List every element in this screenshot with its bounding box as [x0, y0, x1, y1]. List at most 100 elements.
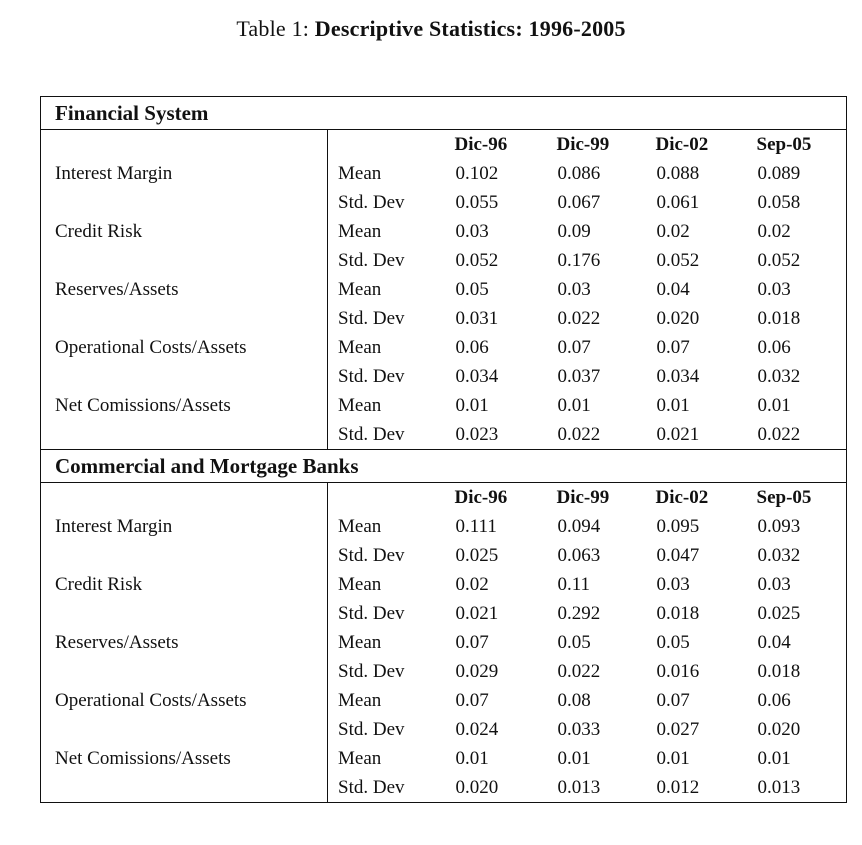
value-cell: 0.01 [455, 395, 489, 416]
table-row: Std. Dev 0.029 0.022 0.016 0.018 [41, 657, 847, 686]
value-cell: 0.021 [656, 424, 700, 445]
table-row: Credit Risk Mean 0.03 0.09 0.02 0.02 [40, 217, 847, 275]
value-cell: 0.052 [757, 250, 801, 271]
column-header-row: Dic-96 Dic-99 Dic-02 Sep-05 [40, 129, 847, 160]
table-row: Interest Margin Mean 0.111 0.094 0.095 0… [40, 512, 847, 570]
variable-label: Operational Costs/Assets [40, 333, 328, 391]
value-cell: 0.013 [757, 777, 801, 798]
variable-label: Operational Costs/Assets [40, 686, 328, 744]
table-row: Std. Dev 0.031 0.022 0.020 0.018 [41, 304, 847, 333]
table-row: Operational Costs/Assets Mean 0.07 0.08 … [40, 686, 847, 744]
value-cell: 0.018 [757, 661, 801, 682]
value-cell: 0.03 [557, 279, 591, 300]
empty-cell [40, 482, 328, 512]
value-cell: 0.027 [656, 719, 700, 740]
value-cell: 0.03 [656, 574, 690, 595]
variable-label: Reserves/Assets [40, 628, 328, 686]
value-cell: 0.03 [757, 279, 791, 300]
table-row: Std. Dev 0.020 0.013 0.012 0.013 [41, 773, 847, 803]
value-cell: 0.022 [557, 424, 601, 445]
value-cell: 0.11 [557, 574, 591, 595]
value-cell: 0.034 [656, 366, 700, 387]
value-cell: 0.023 [455, 424, 499, 445]
variable-label: Interest Margin [40, 512, 328, 570]
empty-cell [40, 129, 328, 159]
value-cell: 0.020 [656, 308, 700, 329]
value-cell: 0.029 [455, 661, 499, 682]
section-title-row: Commercial and Mortgage Banks [40, 449, 847, 483]
section-title: Financial System [40, 96, 847, 130]
column-header: Dic-96 [454, 134, 508, 155]
stat-label: Mean [338, 395, 382, 416]
stat-label: Std. Dev [338, 366, 405, 387]
value-cell: 0.07 [455, 690, 489, 711]
stat-label: Mean [338, 163, 382, 184]
value-cell: 0.025 [757, 603, 801, 624]
value-cell: 0.06 [455, 337, 489, 358]
column-header: Dic-02 [655, 134, 709, 155]
section-title: Commercial and Mortgage Banks [40, 449, 847, 483]
value-cell: 0.102 [455, 163, 499, 184]
empty-cell [328, 130, 453, 160]
value-cell: 0.01 [557, 748, 591, 769]
value-cell: 0.01 [757, 748, 791, 769]
value-cell: 0.06 [757, 337, 791, 358]
stat-label: Std. Dev [338, 545, 405, 566]
stat-label: Std. Dev [338, 424, 405, 445]
value-cell: 0.022 [757, 424, 801, 445]
value-cell: 0.034 [455, 366, 499, 387]
value-cell: 0.033 [557, 719, 601, 740]
stat-label: Std. Dev [338, 308, 405, 329]
stat-label: Mean [338, 690, 382, 711]
value-cell: 0.052 [656, 250, 700, 271]
value-cell: 0.012 [656, 777, 700, 798]
stat-label: Mean [338, 221, 382, 242]
stat-label: Std. Dev [338, 777, 405, 798]
value-cell: 0.020 [757, 719, 801, 740]
stat-label: Std. Dev [338, 603, 405, 624]
value-cell: 0.01 [757, 395, 791, 416]
variable-label: Credit Risk [40, 570, 328, 628]
value-cell: 0.067 [557, 192, 601, 213]
value-cell: 0.032 [757, 545, 801, 566]
value-cell: 0.04 [656, 279, 690, 300]
table-row: Net Comissions/Assets Mean 0.01 0.01 0.0… [40, 744, 847, 803]
table-row: Std. Dev 0.052 0.176 0.052 0.052 [41, 246, 847, 275]
value-cell: 0.021 [455, 603, 499, 624]
value-cell: 0.088 [656, 163, 700, 184]
table-row: Reserves/Assets Mean 0.05 0.03 0.04 0.03 [40, 275, 847, 333]
value-cell: 0.05 [455, 279, 489, 300]
variable-label: Net Comissions/Assets [40, 391, 328, 450]
value-cell: 0.022 [557, 308, 601, 329]
column-header: Dic-96 [454, 487, 508, 508]
value-cell: 0.05 [656, 632, 690, 653]
table-row: Credit Risk Mean 0.02 0.11 0.03 0.03 [40, 570, 847, 628]
stat-label: Mean [338, 574, 382, 595]
value-cell: 0.01 [455, 748, 489, 769]
value-cell: 0.094 [557, 516, 601, 537]
value-cell: 0.022 [557, 661, 601, 682]
column-header: Dic-99 [556, 487, 610, 508]
value-cell: 0.07 [455, 632, 489, 653]
variable-label: Net Comissions/Assets [40, 744, 328, 803]
table-row: Std. Dev 0.021 0.292 0.018 0.025 [41, 599, 847, 628]
column-header: Sep-05 [756, 134, 812, 155]
stat-label: Std. Dev [338, 719, 405, 740]
table-row: Interest Margin Mean 0.102 0.086 0.088 0… [40, 159, 847, 217]
variable-label: Reserves/Assets [40, 275, 328, 333]
stat-label: Mean [338, 337, 382, 358]
value-cell: 0.013 [557, 777, 601, 798]
variable-label: Credit Risk [40, 217, 328, 275]
table-row: Std. Dev 0.055 0.067 0.061 0.058 [41, 188, 847, 217]
value-cell: 0.093 [757, 516, 801, 537]
column-header-row: Dic-96 Dic-99 Dic-02 Sep-05 [40, 482, 847, 512]
value-cell: 0.031 [455, 308, 499, 329]
table-row: Std. Dev 0.023 0.022 0.021 0.022 [41, 420, 847, 450]
caption-prefix: Table 1: [236, 16, 315, 41]
value-cell: 0.09 [557, 221, 591, 242]
value-cell: 0.032 [757, 366, 801, 387]
table-row: Net Comissions/Assets Mean 0.01 0.01 0.0… [40, 391, 847, 450]
value-cell: 0.052 [455, 250, 499, 271]
stat-label: Mean [338, 632, 382, 653]
value-cell: 0.047 [656, 545, 700, 566]
